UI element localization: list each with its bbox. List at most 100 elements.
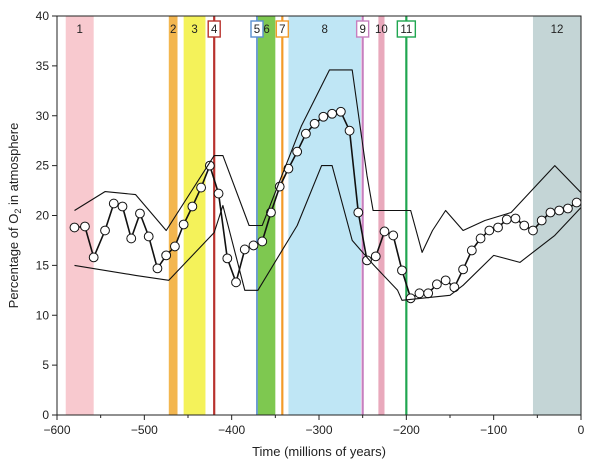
line-label-box-4: [207, 20, 221, 38]
line-label-box-11: [396, 20, 417, 38]
line-label-box-9: [355, 20, 370, 38]
data-point: [335, 106, 346, 117]
series-line-3: [74, 165, 582, 301]
data-point: [571, 197, 582, 208]
data-point: [397, 265, 407, 276]
data-point: [178, 219, 189, 230]
data-point: [135, 208, 145, 219]
y-tick-label: 5: [42, 358, 49, 372]
data-point: [161, 250, 172, 261]
band-label-6: 6: [263, 24, 269, 36]
line-label-7: 7: [279, 24, 285, 36]
data-point: [309, 118, 320, 129]
band-label-8: 8: [321, 24, 327, 36]
axes: −600 −500 −400 −300 −200 −100 0051015202530354…: [36, 9, 585, 437]
y-axis-title: Percentage of O2 in atmosphere: [6, 123, 23, 309]
data-point: [301, 128, 311, 139]
band-10: [378, 16, 385, 415]
data-point: [222, 253, 233, 264]
y-tick-label: 30: [36, 109, 50, 123]
data-point: [501, 214, 512, 225]
data-point: [170, 241, 180, 252]
data-point: [257, 236, 268, 247]
data-point: [88, 252, 99, 263]
data-point: [388, 230, 399, 241]
band-label-3: 3: [191, 24, 197, 36]
y-tick-label: 10: [36, 308, 50, 322]
line-label-4: 4: [211, 24, 218, 36]
x-tick-label: −500: [131, 423, 158, 437]
data-point: [143, 231, 154, 242]
data-point: [117, 201, 128, 212]
y-axis-title-prefix: Percentage of O: [6, 214, 21, 309]
x-tick-label: −100: [480, 423, 507, 437]
data-point: [414, 288, 425, 299]
band-1: [65, 16, 94, 415]
data-point: [370, 251, 381, 262]
data-point: [554, 205, 565, 216]
data-point: [344, 125, 355, 136]
band-8: [288, 16, 361, 415]
data-point: [466, 245, 477, 256]
data-point: [108, 198, 119, 209]
data-point: [69, 222, 80, 233]
line-label-11: 11: [400, 24, 412, 36]
data-point: [187, 201, 198, 212]
data-point: [327, 108, 338, 119]
data-point: [458, 264, 469, 275]
event-lines: [213, 16, 408, 415]
band-2: [168, 16, 178, 415]
band-label-1: 1: [77, 24, 83, 36]
band-3: [183, 16, 206, 415]
band-labels: 1 2 3 5 6 8 10 124 7 9 11: [77, 20, 564, 38]
data-point: [213, 188, 224, 199]
data-point: [545, 207, 556, 218]
y-tick-label: 0: [42, 408, 49, 422]
data-point: [292, 146, 303, 157]
y-tick-label: 40: [36, 9, 50, 23]
data-point: [362, 255, 372, 266]
band-label-box-5: [250, 20, 264, 38]
data-point: [405, 293, 416, 304]
x-tick-label: −600: [43, 423, 70, 437]
data-point: [432, 279, 442, 290]
y-tick-label: 35: [36, 59, 50, 73]
band-label-5: 5: [254, 24, 260, 36]
data-point: [248, 240, 259, 251]
data-point: [379, 226, 390, 237]
band-5: [256, 16, 258, 415]
data-point: [510, 213, 521, 224]
data-point: [484, 225, 495, 236]
data-point: [318, 111, 329, 122]
data-point: [475, 233, 486, 244]
y-tick-label: 20: [36, 209, 50, 223]
line-label-box-7: [275, 20, 290, 38]
x-axis-title: Time (millions of years): [252, 444, 386, 459]
data-point: [152, 263, 163, 274]
data-point: [563, 203, 573, 214]
data-series: [69, 69, 582, 304]
band-label-2: 2: [170, 24, 176, 36]
x-tick-label: 0: [578, 423, 585, 437]
data-point: [493, 222, 503, 233]
data-point: [80, 221, 90, 232]
data-point: [440, 275, 451, 286]
y-tick-label: 15: [36, 258, 50, 272]
data-point: [196, 182, 207, 193]
y-axis-title-suffix: in atmosphere: [6, 123, 21, 209]
band-label-12: 12: [551, 24, 564, 36]
data-point: [100, 225, 110, 236]
data-point: [204, 160, 215, 171]
series-line-2: [74, 69, 582, 253]
data-point: [423, 288, 434, 299]
data-point: [528, 225, 538, 236]
x-tick-label: −200: [393, 423, 420, 437]
line-label-9: 9: [359, 24, 365, 36]
data-point: [353, 207, 364, 218]
data-point: [449, 282, 460, 293]
data-point: [231, 277, 241, 288]
y-tick-label: 25: [36, 159, 50, 173]
data-point: [536, 215, 547, 226]
band-label-10: 10: [375, 24, 388, 36]
